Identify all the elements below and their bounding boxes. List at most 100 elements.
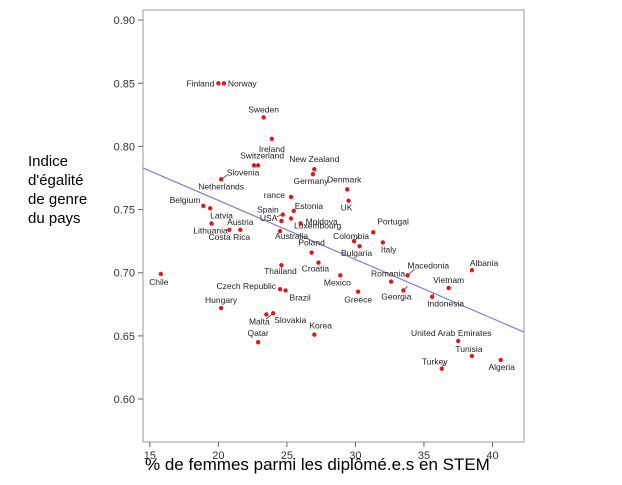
point-label: Costa Rica bbox=[209, 232, 251, 242]
data-point bbox=[227, 227, 232, 232]
data-point bbox=[277, 228, 283, 234]
point-label: Thailand bbox=[264, 266, 297, 276]
data-point bbox=[456, 338, 461, 344]
data-point bbox=[401, 288, 406, 293]
x-tick-label: 15 bbox=[144, 450, 156, 462]
data-point bbox=[439, 366, 444, 371]
data-point bbox=[291, 208, 296, 214]
y-tick-label: 0.90 bbox=[114, 15, 135, 27]
data-point bbox=[218, 177, 224, 182]
data-point bbox=[269, 136, 275, 142]
point-label: Netherlands bbox=[198, 181, 244, 191]
point-label: Colombia bbox=[333, 231, 369, 241]
trend-line bbox=[142, 167, 525, 333]
data-point bbox=[446, 285, 451, 291]
point-label: Finland bbox=[186, 78, 214, 88]
data-point bbox=[255, 340, 261, 345]
x-tick-label: 30 bbox=[349, 450, 361, 462]
data-point bbox=[221, 81, 227, 86]
point-label: Korea bbox=[309, 321, 332, 331]
x-tick-label: 35 bbox=[418, 450, 430, 462]
point-label: Czech Republic bbox=[217, 281, 277, 291]
data-point bbox=[288, 194, 294, 200]
data-point bbox=[238, 227, 243, 232]
point-label: Norway bbox=[228, 78, 258, 88]
data-point bbox=[277, 286, 283, 292]
data-point bbox=[264, 312, 269, 317]
point-label: Algeria bbox=[488, 362, 515, 372]
plot-frame bbox=[142, 9, 525, 443]
point-label: Moldova bbox=[306, 216, 338, 226]
point-label: Italy bbox=[381, 244, 397, 254]
point-label: Belgium bbox=[170, 195, 201, 205]
point-label: Greece bbox=[344, 295, 372, 305]
data-point bbox=[312, 332, 317, 337]
y-axis-label-line: d'égalité bbox=[28, 172, 84, 189]
point-label: Denmark bbox=[327, 174, 362, 184]
point-label: Tunisia bbox=[455, 344, 482, 354]
point-label: Hungary bbox=[205, 295, 238, 305]
data-point bbox=[345, 187, 350, 192]
y-tick-label: 0.75 bbox=[114, 205, 135, 217]
point-label: rance bbox=[264, 190, 286, 200]
x-axis: 15 20 25 30 35 40 bbox=[144, 442, 499, 462]
y-tick-label: 0.80 bbox=[114, 141, 135, 153]
data-point bbox=[251, 163, 257, 168]
point-label: United Arab Emirates bbox=[411, 328, 491, 338]
point-label: Ireland bbox=[259, 144, 285, 154]
data-point bbox=[405, 273, 410, 278]
data-point bbox=[270, 310, 276, 316]
y-axis: 0.60 0.65 0.70 0.75 0.80 0.85 0.90 bbox=[114, 15, 143, 406]
point-label: Switzerland bbox=[240, 150, 284, 160]
point-label: Bulgaria bbox=[341, 248, 372, 258]
data-point bbox=[218, 305, 224, 311]
x-tick-label: 40 bbox=[486, 450, 498, 462]
point-label: Australia bbox=[275, 231, 308, 241]
point-label: Luxembourg bbox=[294, 220, 342, 230]
point-label: Poland bbox=[298, 238, 325, 248]
point-label: Sweden bbox=[248, 104, 279, 114]
point-label: Chile bbox=[149, 277, 169, 287]
data-point bbox=[498, 357, 503, 363]
point-label: UK bbox=[341, 203, 353, 213]
point-label: Albania bbox=[470, 258, 499, 268]
data-point bbox=[312, 166, 317, 172]
data-point bbox=[429, 294, 435, 299]
data-point bbox=[469, 268, 475, 273]
y-axis-label-line: Indice bbox=[28, 153, 69, 170]
data-point bbox=[338, 273, 343, 278]
data-point bbox=[316, 260, 321, 265]
y-axis-label-line: du pays bbox=[28, 210, 81, 227]
point-label: Georgia bbox=[381, 291, 412, 301]
data-point bbox=[310, 172, 316, 177]
point-label: USA bbox=[260, 213, 278, 223]
y-tick-label: 0.65 bbox=[114, 331, 135, 343]
data-point bbox=[158, 271, 164, 277]
data-point bbox=[279, 218, 284, 224]
x-axis-label: % de femmes parmi les diplômé.e.s en STE… bbox=[145, 455, 490, 474]
data-point bbox=[355, 289, 361, 294]
data-point bbox=[207, 206, 213, 211]
x-tick-label: 25 bbox=[281, 450, 293, 462]
point-label: Turkey bbox=[422, 357, 448, 367]
data-point bbox=[346, 198, 351, 203]
point-label: Brazil bbox=[290, 292, 311, 302]
point-label: Croatia bbox=[302, 264, 330, 274]
point-label: Austria bbox=[227, 217, 254, 227]
data-point bbox=[216, 81, 221, 86]
y-tick-label: 0.85 bbox=[114, 78, 135, 90]
data-point bbox=[283, 288, 288, 293]
point-label: Portugal bbox=[377, 216, 409, 226]
y-axis-label: Indice d'égalité de genre du pays bbox=[28, 152, 128, 228]
x-tick-label: 20 bbox=[212, 450, 224, 462]
point-label: Macedonia bbox=[408, 260, 450, 270]
point-label: Malta bbox=[249, 316, 270, 326]
data-point bbox=[279, 262, 284, 268]
point-label: Germany bbox=[293, 176, 329, 186]
point-label: Spain bbox=[257, 205, 279, 215]
data-point bbox=[309, 250, 314, 255]
point-label: Romania bbox=[371, 269, 405, 279]
data-point bbox=[280, 212, 285, 217]
